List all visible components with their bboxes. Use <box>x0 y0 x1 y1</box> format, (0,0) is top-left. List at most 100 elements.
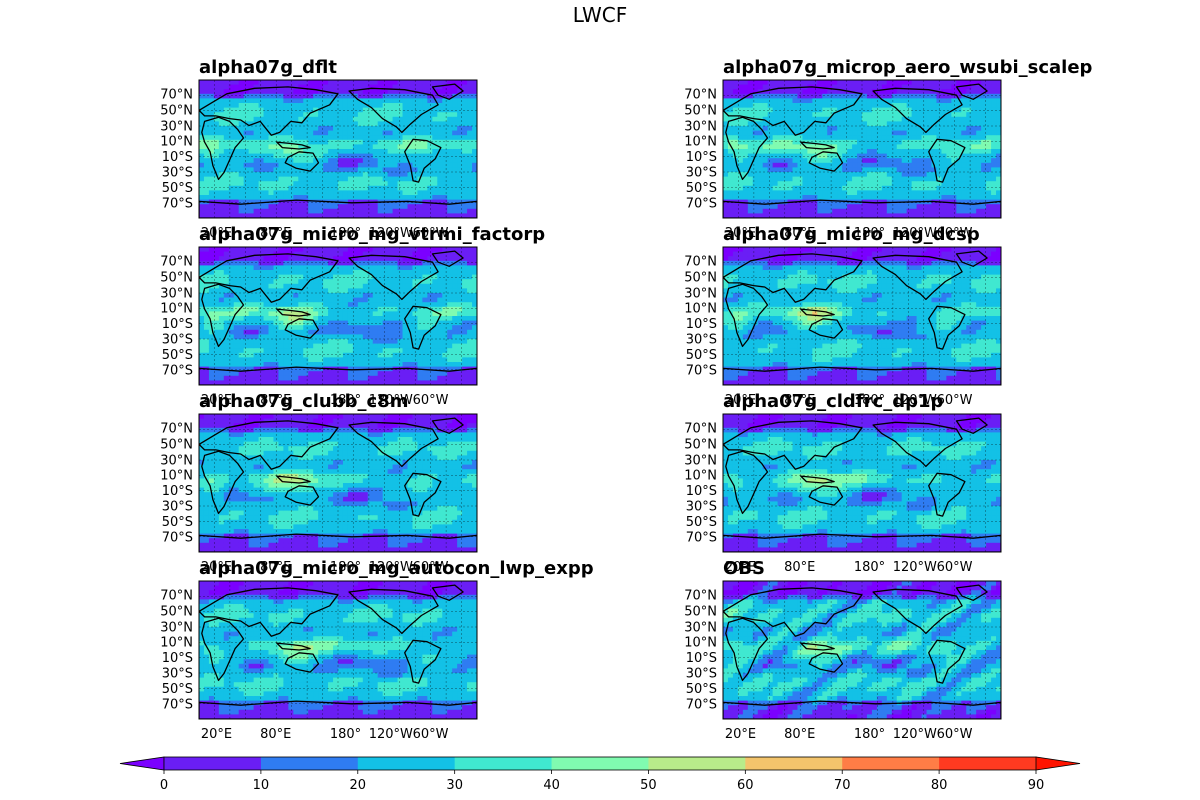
contour-cell <box>273 144 280 150</box>
contour-cell <box>387 139 394 145</box>
contour-cell <box>792 158 799 164</box>
contour-cell <box>248 162 255 168</box>
contour-cell <box>996 89 1001 95</box>
contour-cell <box>258 279 265 285</box>
contour-cell <box>772 153 779 159</box>
contour-cell <box>427 158 433 164</box>
contour-cell <box>747 98 754 104</box>
contour-cell <box>737 84 744 90</box>
contour-cell <box>268 293 275 299</box>
contour-cell <box>727 112 734 118</box>
contour-cell <box>298 302 304 308</box>
contour-cell <box>372 247 379 253</box>
contour-cell <box>857 116 863 122</box>
contour-cell <box>387 80 394 86</box>
contour-cell <box>208 107 215 113</box>
contour-cell <box>248 185 255 191</box>
contour-cell <box>432 293 438 299</box>
contour-cell <box>427 274 433 280</box>
contour-cell <box>886 103 893 109</box>
contour-cell <box>268 339 275 345</box>
contour-cell <box>228 357 235 363</box>
contour-cell <box>422 153 428 159</box>
contour-cell <box>407 375 414 381</box>
contour-cell <box>298 311 304 317</box>
contour-cell <box>891 84 898 90</box>
contour-cell <box>357 270 364 276</box>
contour-cell <box>313 256 319 262</box>
contour-cell <box>372 371 379 377</box>
contour-cell <box>248 311 255 317</box>
contour-cell <box>802 195 808 201</box>
contour-cell <box>876 195 883 201</box>
contour-cell <box>772 93 779 99</box>
contour-cell <box>747 121 754 127</box>
contour-cell <box>847 107 853 113</box>
contour-cell <box>777 213 784 218</box>
contour-cell <box>308 139 314 145</box>
contour-cell <box>452 107 458 113</box>
contour-cell <box>392 316 399 322</box>
contour-cell <box>852 208 858 214</box>
contour-cell <box>931 98 938 104</box>
contour-cell <box>199 80 205 86</box>
contour-cell <box>253 185 260 191</box>
contour-cell <box>397 362 404 368</box>
contour-cell <box>293 89 299 95</box>
contour-cell <box>732 144 739 150</box>
contour-cell <box>208 306 215 312</box>
contour-cell <box>467 84 473 90</box>
contour-cell <box>462 112 468 118</box>
contour-cell <box>392 380 399 385</box>
contour-cell <box>941 213 947 218</box>
contour-cell <box>347 371 354 377</box>
contour-cell <box>772 112 779 118</box>
contour-cell <box>842 98 848 104</box>
contour-cell <box>437 325 443 331</box>
contour-cell <box>422 293 428 299</box>
contour-cell <box>432 329 438 335</box>
contour-cell <box>268 348 275 354</box>
contour-cell <box>392 320 399 326</box>
contour-cell <box>941 149 947 155</box>
contour-cell <box>412 348 419 354</box>
contour-cell <box>342 297 349 303</box>
contour-cell <box>842 153 848 159</box>
contour-cell <box>208 297 215 303</box>
contour-cell <box>288 325 294 331</box>
contour-cell <box>243 195 250 201</box>
contour-cell <box>847 176 853 182</box>
contour-cell <box>896 204 903 210</box>
contour-cell <box>951 185 957 191</box>
contour-cell <box>347 84 354 90</box>
contour-cell <box>268 135 275 141</box>
contour-cell <box>288 283 294 289</box>
contour-cell <box>432 306 438 312</box>
contour-cell <box>812 167 818 173</box>
contour-cell <box>253 204 260 210</box>
contour-cell <box>303 195 309 201</box>
contour-cell <box>996 190 1001 196</box>
contour-cell <box>298 93 304 99</box>
contour-cell <box>382 247 389 253</box>
contour-cell <box>427 371 433 377</box>
contour-cell <box>303 279 309 285</box>
contour-cell <box>732 89 739 95</box>
contour-cell <box>757 93 764 99</box>
contour-cell <box>931 89 938 95</box>
contour-cell <box>457 98 463 104</box>
contour-cell <box>248 348 255 354</box>
contour-cell <box>762 153 769 159</box>
contour-cell <box>827 213 833 218</box>
contour-cell <box>966 153 972 159</box>
contour-cell <box>333 204 339 210</box>
contour-cell <box>723 89 729 95</box>
contour-cell <box>832 107 838 113</box>
contour-cell <box>996 153 1001 159</box>
contour-cell <box>372 208 379 214</box>
contour-cell <box>233 195 240 201</box>
contour-cell <box>338 149 344 155</box>
contour-cell <box>412 84 419 90</box>
contour-cell <box>367 311 374 317</box>
contour-cell <box>263 348 270 354</box>
